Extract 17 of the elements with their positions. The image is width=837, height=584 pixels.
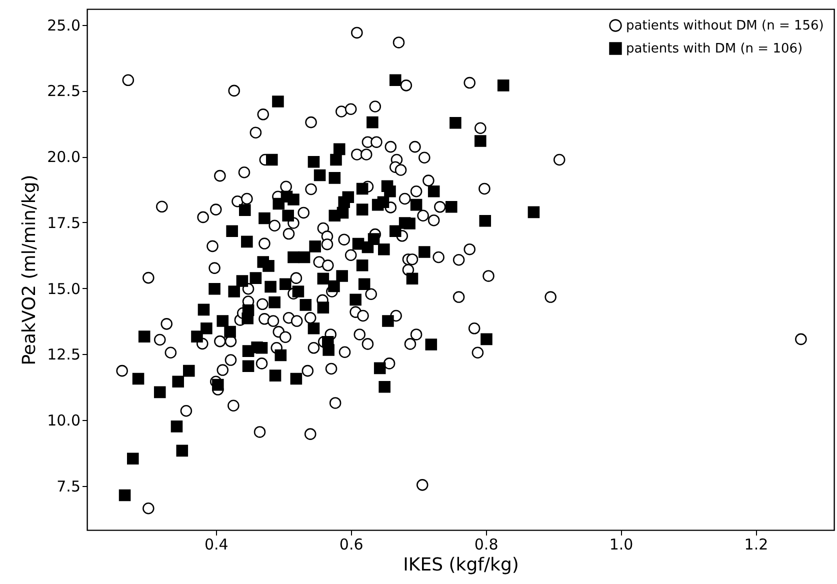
- y-tick-label: 12.5: [47, 346, 80, 364]
- y-tick-label: 22.5: [47, 82, 80, 100]
- x-tick-label: 0.4: [204, 536, 228, 554]
- x-tick-label: 0.6: [339, 536, 364, 554]
- y-tick-label: 10.0: [47, 412, 80, 430]
- y-tick-label: 25.0: [47, 16, 80, 34]
- legend-label: patients with DM (n = 106): [626, 42, 803, 56]
- y-tick-label: 15.0: [47, 280, 80, 298]
- x-tick-label: 0.8: [474, 536, 498, 554]
- x-axis-title: IKES (kgf/kg): [403, 554, 519, 576]
- y-tick-label: 17.5: [47, 214, 80, 232]
- x-tick-label: 1.2: [744, 536, 768, 554]
- y-tick-label: 7.5: [56, 477, 80, 496]
- y-tick-label: 20.0: [47, 148, 80, 166]
- legend-label: patients without DM (n = 156): [626, 18, 824, 34]
- y-axis-title: PeakVO2 (ml/min/kg): [19, 174, 40, 366]
- x-tick-label: 1.0: [609, 536, 634, 554]
